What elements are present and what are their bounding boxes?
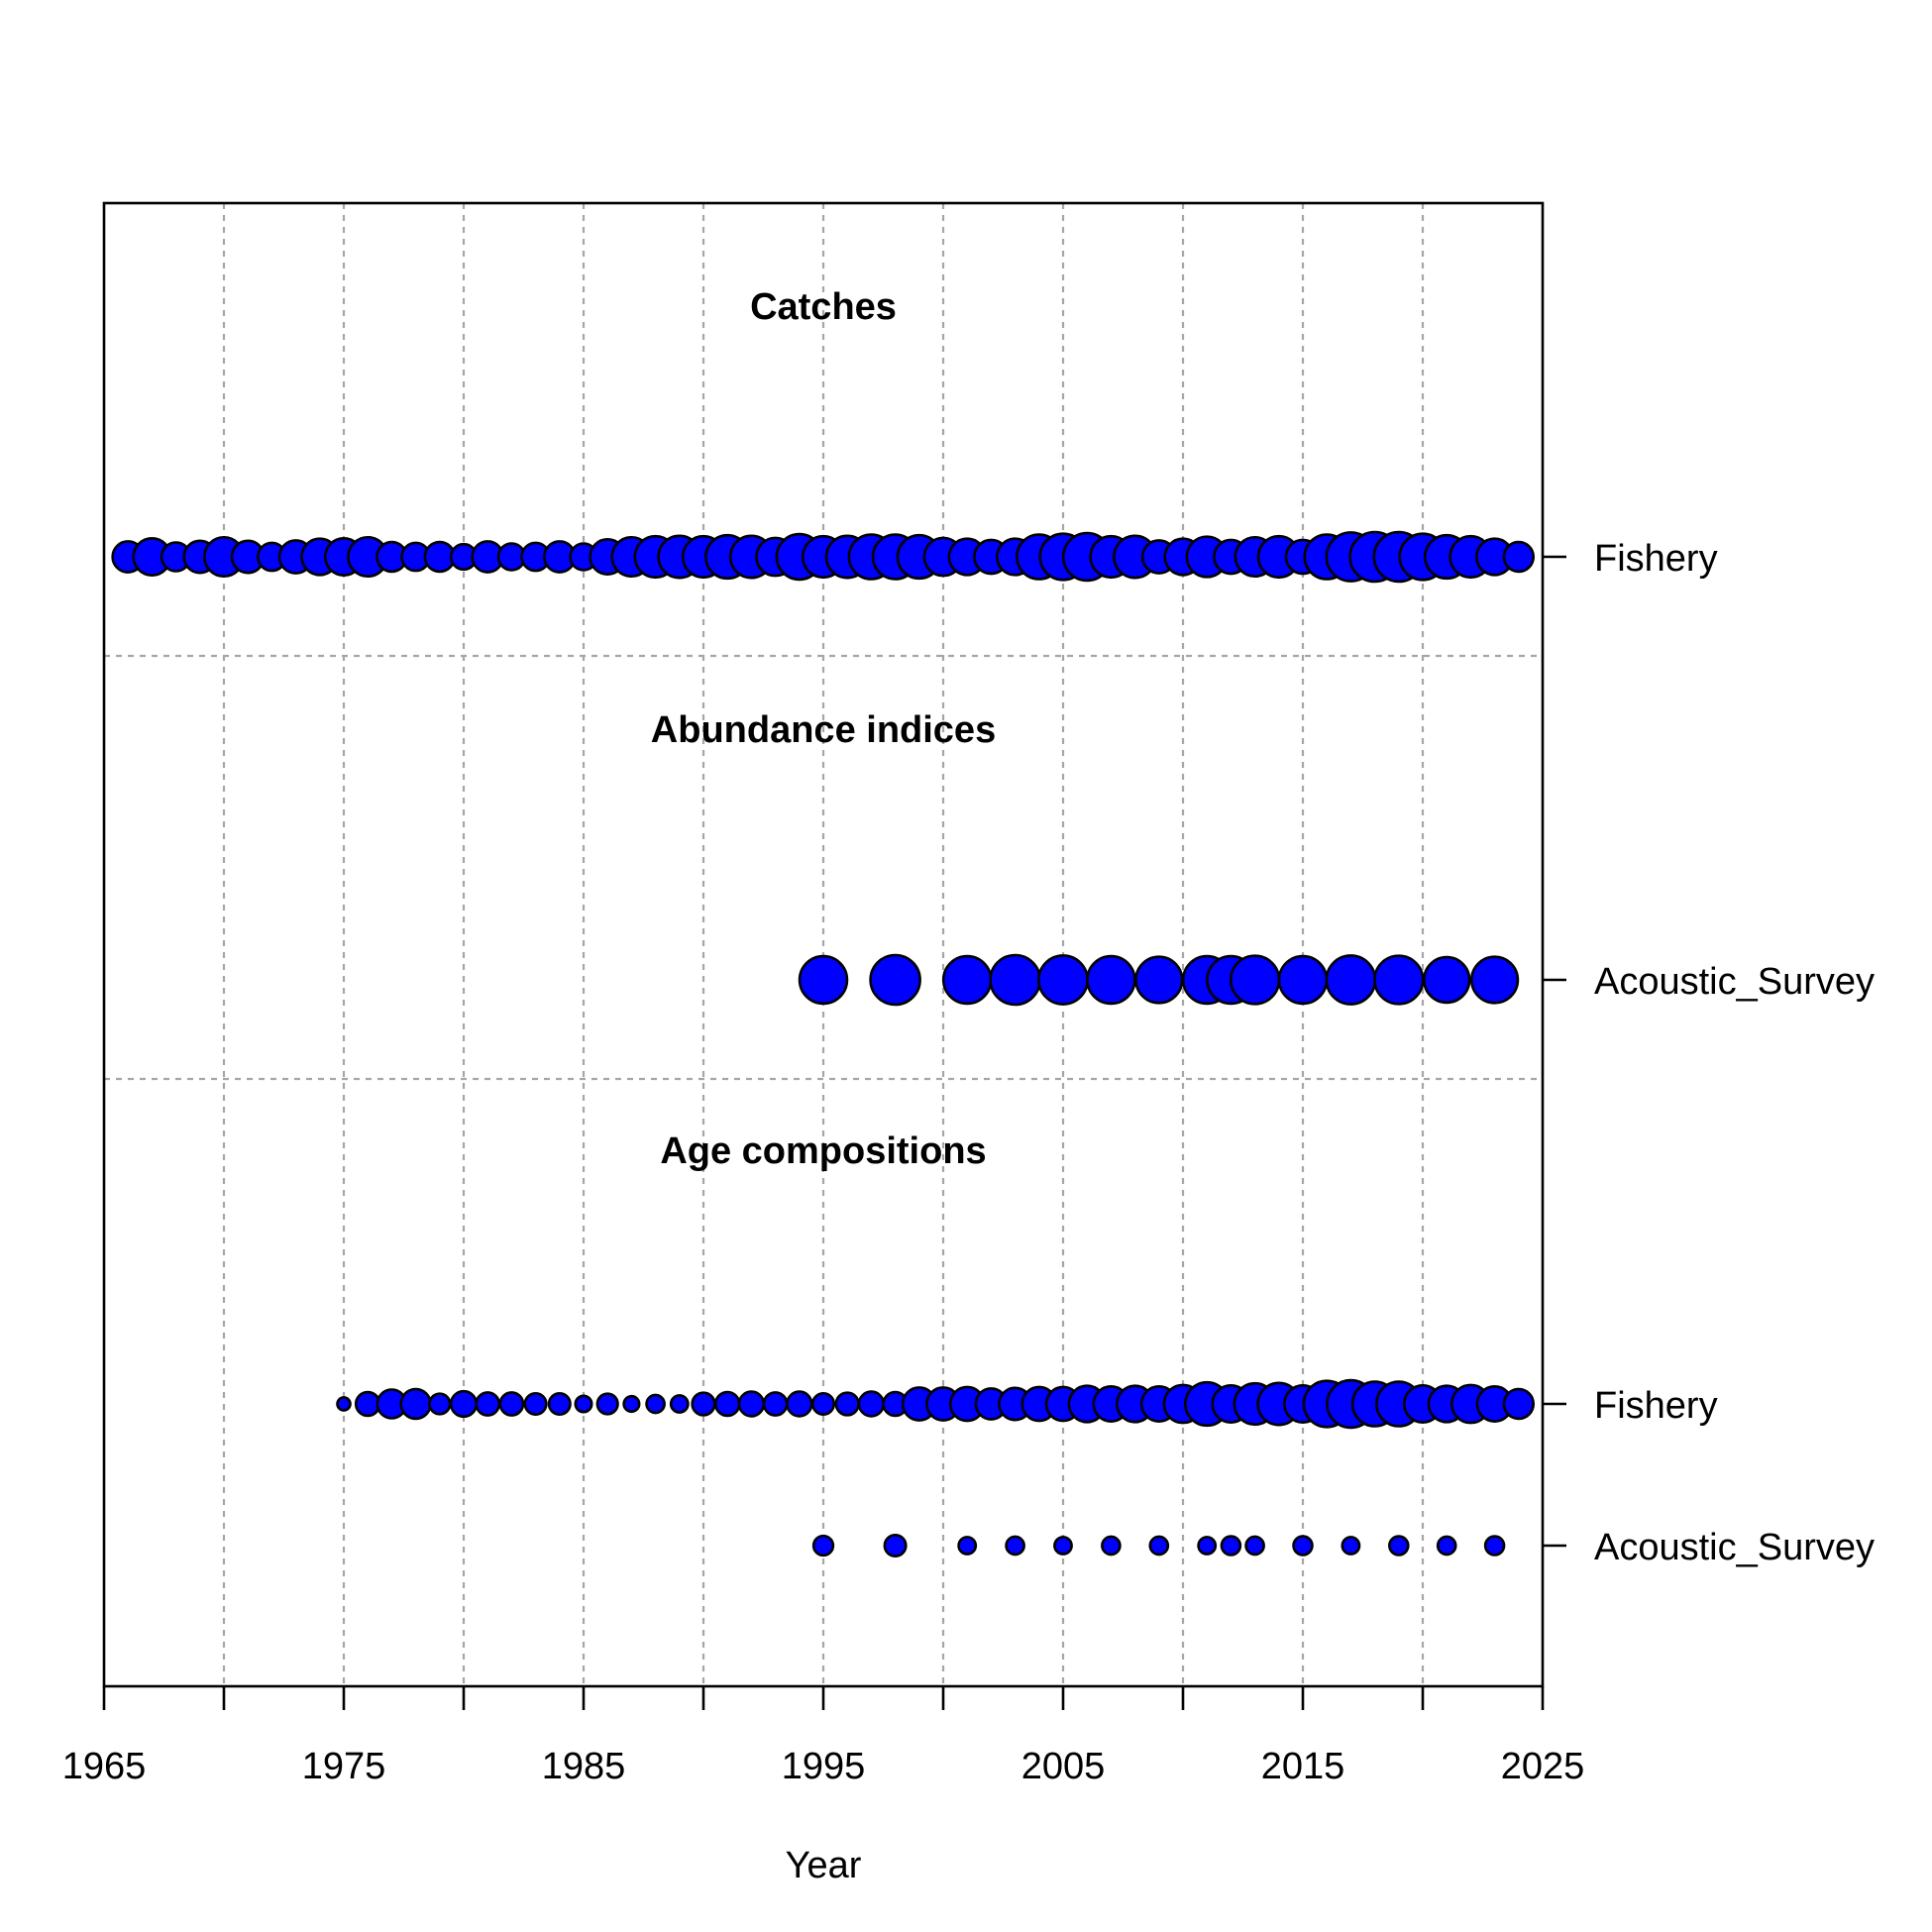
data-bubble [811,1534,835,1557]
data-bubble [428,1392,452,1416]
x-tick-label: 2025 [1501,1746,1585,1787]
x-tick-label: 1965 [62,1746,147,1787]
data-bubble [1373,954,1425,1006]
data-bubble [1244,1535,1265,1556]
data-bubble [523,1391,548,1417]
data-bubble [762,1391,789,1417]
data-bubble [786,1390,813,1418]
data-bubble [547,1391,572,1417]
data-bubble [1292,1535,1314,1556]
y-tick-label: Fishery [1594,1385,1718,1427]
data-bubble [1037,954,1089,1006]
section-title: Catches [750,286,897,328]
data-bubble [645,1393,666,1415]
section-title: Abundance indices [651,709,996,751]
data-bubble [1388,1535,1410,1556]
section-title: Age compositions [660,1130,986,1172]
data-bubble [737,1390,766,1418]
x-axis: 1965 1975 1985 1995 2005 2015 2025 [62,1686,1585,1787]
data-bubble [798,954,849,1006]
data-bubble [1422,955,1471,1005]
x-tick-label: 2015 [1261,1746,1345,1787]
data-bubble [1229,954,1281,1006]
data-bubble [883,1533,908,1558]
data-bubble [713,1390,741,1418]
data-bubble [449,1389,479,1419]
data-bubble [857,1390,886,1418]
bubbles-layer [111,530,1536,1558]
data-bubble [1053,1536,1073,1556]
data-bubble [1341,1536,1361,1556]
y-axis-right: Fishery Acoustic_Survey Fishery Acoustic_Su… [1543,538,1875,1568]
data-bubble [941,954,993,1006]
data-bubble [989,953,1041,1007]
data-bubble [1469,955,1520,1005]
data-bubble [1220,1535,1242,1556]
x-tick-label: 1985 [542,1746,626,1787]
data-bubble [1277,954,1329,1006]
data-bubble [595,1392,619,1416]
data-bubble [1502,540,1536,574]
data-bubble [669,1394,690,1414]
y-tick-label: Fishery [1594,538,1718,580]
section-titles: Catches Abundance indices Age compositions [651,286,996,1172]
data-bubble [1197,1536,1218,1556]
y-tick-label: Acoustic_Survey [1594,961,1875,1003]
data-bubble [834,1391,860,1417]
x-tick-label: 1975 [302,1746,386,1787]
data-bubble [354,1390,381,1418]
x-axis-label: Year [786,1845,862,1886]
data-bubble [957,1536,978,1556]
data-bubble [1101,1535,1122,1556]
x-tick-label: 1995 [782,1746,866,1787]
data-bubble [498,1391,525,1417]
data-bubble [1325,954,1377,1006]
data-bubble [869,953,921,1007]
data-bubble [1005,1535,1025,1556]
data-bubble [475,1391,501,1417]
data-bubble [691,1391,716,1417]
data-bubble [1148,1535,1170,1556]
data-bubble [622,1394,641,1414]
data-bubble [810,1391,836,1417]
data-bubble [1134,955,1184,1005]
x-tick-label: 2005 [1021,1746,1106,1787]
data-bubble [1086,954,1136,1006]
y-tick-label: Acoustic_Survey [1594,1527,1875,1568]
data-bubble [336,1396,352,1412]
grid-layer [104,203,1543,1686]
data-bubble [1483,1535,1506,1556]
data-bubble [399,1387,432,1421]
data-bubble [574,1394,593,1414]
data-bubble [1436,1535,1457,1556]
data-bubble [1502,1387,1536,1421]
